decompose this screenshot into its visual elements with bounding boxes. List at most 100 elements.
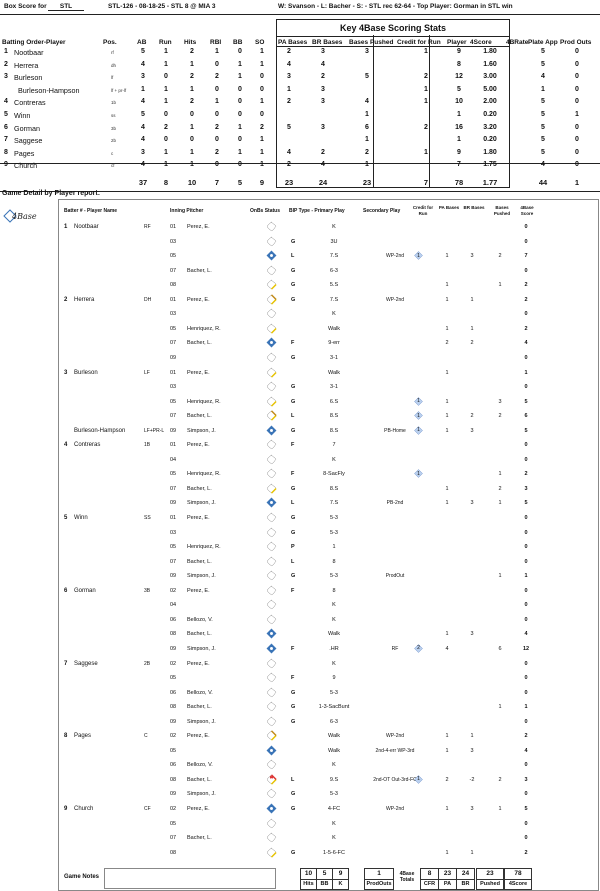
bip-type: G xyxy=(291,267,296,274)
total-cfr: 7 xyxy=(423,178,429,187)
stat-player: 8 xyxy=(457,60,461,68)
pa-bases: 1 xyxy=(445,631,449,638)
br-bases: 1 xyxy=(470,733,474,740)
stat-r: 1 xyxy=(164,98,168,106)
pitcher-name: Perez, E. xyxy=(187,806,210,812)
hdr-inning: Inning Pitcher xyxy=(170,208,204,214)
4base-score: 5 xyxy=(524,806,528,812)
inning: 08 xyxy=(170,282,177,289)
stat-pa: 5 xyxy=(541,148,545,156)
stat-po: 0 xyxy=(575,136,579,144)
4base-score: 0 xyxy=(524,515,528,521)
stat-brb: 2 xyxy=(321,73,325,81)
4base-score: 0 xyxy=(524,791,528,798)
stat-po: 0 xyxy=(575,85,579,93)
stat-player: 16 xyxy=(455,123,463,131)
br-bases: 3 xyxy=(470,747,474,754)
game-notes-field[interactable] xyxy=(104,868,276,889)
credit-for-run: 1 xyxy=(417,398,420,405)
4base-score: 5 xyxy=(524,427,528,434)
br-bases: 1 xyxy=(470,296,474,303)
batter-number: 1 xyxy=(64,224,68,230)
stat-rbi: 0 xyxy=(215,161,219,169)
stat-rbi: 0 xyxy=(215,60,219,68)
batting-order-number: 4 xyxy=(4,98,8,106)
inning: 09 xyxy=(170,354,177,361)
pitcher-name: Henriquez, R. xyxy=(187,325,221,332)
on-base-diamond-icon xyxy=(266,410,277,421)
batter-name: Burleson-Hampson xyxy=(74,427,126,434)
detail-row: 4 Contreras 1B 01 Perez, E. F 7 0 xyxy=(58,438,597,452)
bip-type: P xyxy=(291,544,295,551)
logo-text: 4Base xyxy=(11,212,37,221)
run-scored-diamond-icon xyxy=(266,337,277,348)
pa-bases: 1 xyxy=(445,747,449,754)
primary-play: 8 xyxy=(332,558,336,565)
pitcher-name: Simpson, J. xyxy=(187,645,216,652)
pa-bases: 2 xyxy=(445,340,449,347)
empty-diamond-icon xyxy=(266,527,277,538)
detail-row: 03 G 3U 0 xyxy=(58,235,597,249)
primary-play: K xyxy=(332,616,336,623)
batting-order-number: 5 xyxy=(4,111,8,118)
box-score-row: 4 Contreras 1b 4 1 2 1 0 1 2 3 4 1 10 2.00 5 0 xyxy=(0,98,600,110)
pitcher-name: Perez, E. xyxy=(187,587,210,594)
empty-diamond-icon xyxy=(266,672,277,683)
stat-so: 2 xyxy=(260,123,264,131)
stat-player: 1 xyxy=(457,136,461,144)
credit-for-run: 1 xyxy=(417,252,420,259)
total-bp: 23 xyxy=(362,178,372,187)
stat-h: 0 xyxy=(190,111,194,118)
player-position: 1b xyxy=(111,100,117,106)
stat-po: 0 xyxy=(575,148,579,156)
inning: 08 xyxy=(170,631,177,638)
inning: 09 xyxy=(170,427,177,434)
batting-order-label: Batting Order-Player xyxy=(2,39,66,46)
stat-so: 1 xyxy=(260,48,264,55)
player-position: rf xyxy=(111,50,114,55)
stat-so: 0 xyxy=(260,73,264,81)
primary-play: 1-3-SacBunt xyxy=(318,704,350,711)
batter-number: 2 xyxy=(64,296,68,303)
primary-play: 1 xyxy=(332,544,336,551)
primary-play: 6-3 xyxy=(330,718,338,725)
stat-score: 5.00 xyxy=(483,85,497,93)
empty-diamond-icon xyxy=(266,716,277,727)
br-bases: 3 xyxy=(470,631,474,638)
stat-brb: 3 xyxy=(321,98,325,106)
inning: 05 xyxy=(170,544,177,551)
inning: 07 xyxy=(170,413,177,420)
stat-so: 1 xyxy=(260,60,264,68)
stat-score: 2.00 xyxy=(483,98,497,106)
4base-score: 0 xyxy=(524,384,528,391)
detail-row: 08 Bacher, L. L 9.S 2nd-OT Out-3rd-FC 2 -2 2 3 1 xyxy=(58,773,597,787)
batting-order-number: 6 xyxy=(4,123,8,131)
empty-diamond-icon xyxy=(266,439,277,450)
stat-r: 1 xyxy=(164,85,168,93)
bip-type: G xyxy=(291,354,296,361)
detail-row: 06 Bellozo, V. G 5-3 0 xyxy=(58,686,597,700)
col-so: SO xyxy=(255,39,265,46)
primary-play: 5.S xyxy=(329,282,339,289)
br-bases: 2 xyxy=(470,413,474,420)
run-scored-diamond-icon xyxy=(266,745,277,756)
stat-bb: 0 xyxy=(238,85,242,93)
detail-row: 05 K 0 xyxy=(58,817,597,831)
bip-type: G xyxy=(291,515,296,521)
detail-row: 03 G 5-3 0 xyxy=(58,526,597,540)
pa-bases: 1 xyxy=(445,369,449,376)
pa-bases: 1 xyxy=(445,485,449,492)
stats-divider xyxy=(429,35,430,187)
batter-name: Gorman xyxy=(74,587,96,594)
detail-row: 09 Simpson, J. G 5-3 ProdOut 1 1 xyxy=(58,569,597,583)
stat-rbi: 1 xyxy=(215,48,219,55)
primary-play: 8 xyxy=(332,587,336,594)
stat-pa: 5 xyxy=(541,136,545,144)
footer-total-label: CFR xyxy=(420,879,439,890)
stats-title: Key 4Base Scoring Stats xyxy=(276,19,510,37)
batter-name: Winn xyxy=(74,515,88,521)
player-name: Burleson-Hampson xyxy=(18,85,80,95)
stat-pab: 2 xyxy=(287,161,291,169)
box-score-table: Key 4Base Scoring Stats Batting Order-Pl… xyxy=(0,14,600,192)
primary-play: Walk xyxy=(327,733,341,740)
